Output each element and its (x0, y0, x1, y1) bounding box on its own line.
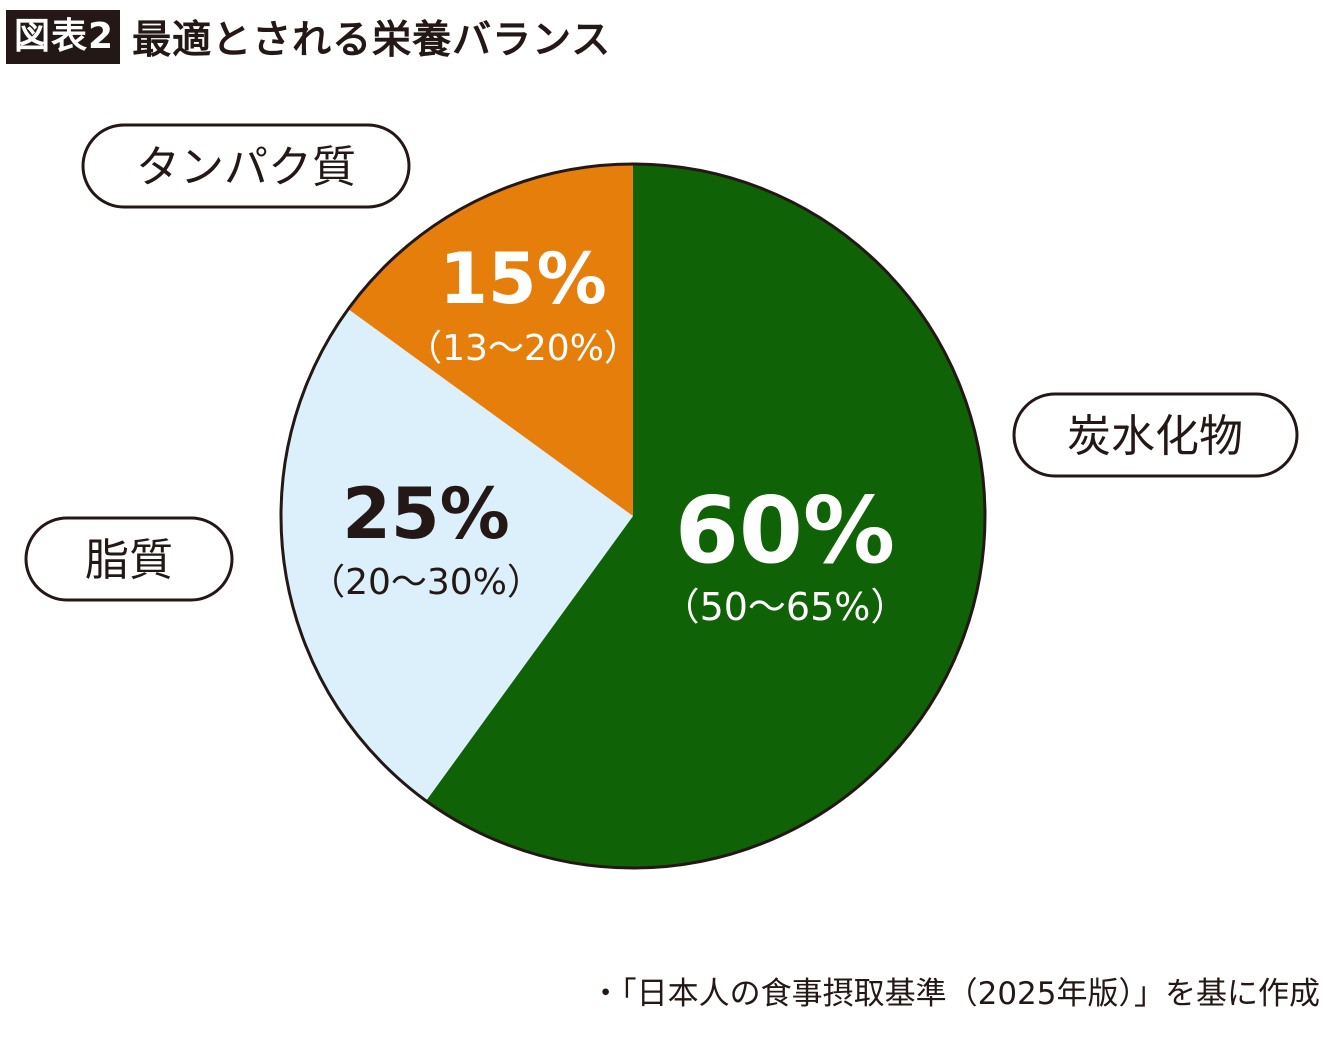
label-pill-protein: タンパク質 (81, 123, 411, 209)
label-fat-text: 脂質 (85, 535, 173, 586)
label-pill-fat-frame (24, 516, 234, 602)
pie-slices (281, 164, 985, 868)
label-pill-protein-frame (81, 123, 411, 209)
source-note: ・「日本人の食事摂取基準（2025年版）」を基に作成 (590, 976, 1320, 1012)
figure-title: 最適とされる栄養バランス (132, 18, 612, 63)
label-pill-carbohydrate-frame (1012, 392, 1299, 478)
pie-outline (279, 162, 987, 870)
label-pill-fat: 脂質 (24, 516, 234, 602)
value-label-fat: 25% (342, 473, 510, 555)
label-carbohydrate-text: 炭水化物 (1067, 411, 1243, 462)
range-label-carbohydrate: （50〜65%） (662, 585, 909, 629)
range-label-fat: （20〜30%） (309, 562, 543, 603)
figure-header: 図表2 最適とされる栄養バランス (6, 10, 611, 64)
label-protein-text: タンパク質 (136, 142, 356, 193)
range-label-protein: （13〜20%） (406, 328, 640, 369)
value-label-carbohydrate: 60% (675, 477, 895, 584)
pie-slice-fat (281, 309, 633, 801)
label-pill-carbohydrate: 炭水化物 (1012, 392, 1299, 478)
figure-number-badge: 図表2 (6, 10, 121, 64)
value-label-protein: 15% (439, 238, 607, 320)
pie-slice-protein (348, 164, 633, 516)
pie-slice-carbohydrate (426, 164, 985, 868)
